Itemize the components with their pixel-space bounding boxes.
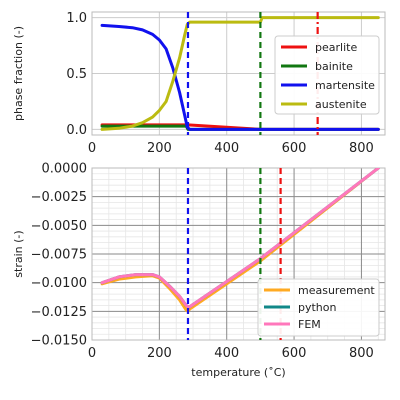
chart-1: 0 200 400 600 800 0.0 0.5 1.0 phase fraction (-)… — [12, 11, 386, 156]
legend-label: pearlite — [315, 41, 357, 54]
legend: pearlite bainite martensite austenite — [274, 35, 380, 115]
legend-box — [274, 35, 380, 115]
y-tick-label: 1.0 — [66, 11, 87, 26]
x-tick-label: 400 — [214, 346, 239, 361]
y-tick-label: −0.0125 — [31, 305, 87, 320]
plot-frame — [91, 167, 386, 341]
y-tick-label: −0.0050 — [31, 219, 87, 234]
x-tick-label: 200 — [147, 346, 172, 361]
x-tick-label: 200 — [147, 141, 172, 156]
y-tick-label: 0.5 — [66, 67, 87, 82]
y-tick-label: 0.0 — [66, 123, 87, 138]
y-tick-label: −0.0075 — [31, 248, 87, 263]
legend-label: martensite — [315, 79, 375, 92]
y-axis-label: strain (-) — [12, 230, 25, 277]
chart-2: 0 200 400 600 800 −0.0150 −0.0125 −0.0100 −0.007… — [12, 162, 386, 379]
y-tick-label: −0.0100 — [31, 276, 87, 291]
y-tick-label: −0.0150 — [31, 334, 87, 349]
plot-area — [100, 12, 380, 135]
series-line-measurement — [100, 168, 380, 313]
y-tick-label: −0.0025 — [31, 190, 87, 205]
x-axis-label: temperature (˚C) — [191, 366, 285, 379]
x-tick-label: 0 — [88, 141, 96, 156]
x-tick-label: 800 — [349, 141, 374, 156]
x-tick-label: 800 — [349, 346, 374, 361]
legend-box — [257, 278, 380, 337]
legend-label: FEM — [298, 318, 321, 331]
x-tick-label: 0 — [88, 346, 96, 361]
x-tick-label: 600 — [282, 346, 307, 361]
legend: measurement python FEM — [257, 278, 380, 337]
x-tick-label: 600 — [282, 141, 307, 156]
series-line-fem — [100, 168, 380, 309]
series-line-austenite — [100, 16, 380, 131]
legend-label: python — [298, 301, 337, 314]
y-tick-label: 0.0000 — [42, 162, 88, 177]
plot-frame — [91, 11, 386, 136]
x-tick-label: 400 — [214, 141, 239, 156]
legend-label: bainite — [315, 60, 353, 73]
legend-label: measurement — [298, 284, 375, 297]
legend-label: austenite — [315, 98, 367, 111]
y-axis-label: phase fraction (-) — [12, 26, 25, 121]
